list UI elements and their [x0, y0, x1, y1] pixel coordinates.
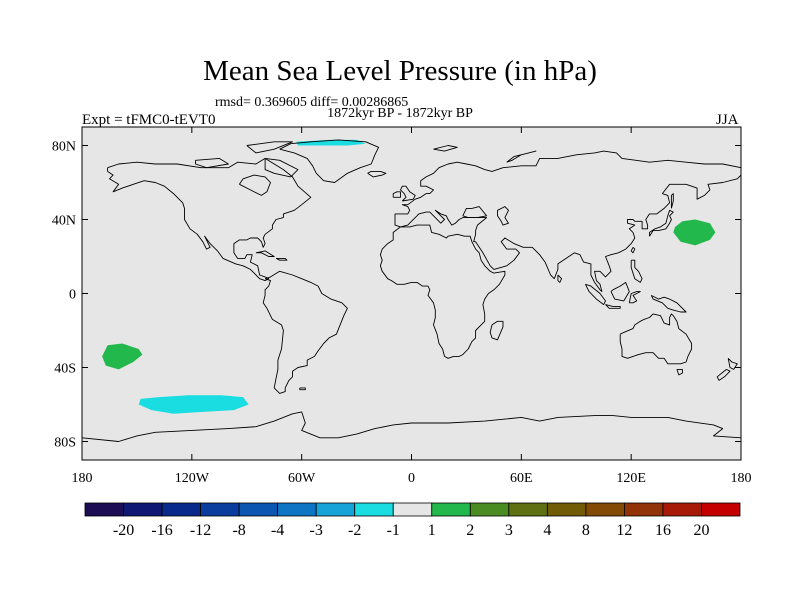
lon-tick-label: 120E — [616, 471, 646, 486]
colorbar-swatch — [123, 502, 163, 517]
coastline-taiwan — [630, 246, 636, 254]
coastline-great-britain — [400, 185, 416, 202]
axis-ticks: 80N 40N 0 40S 80S 180 120W 60W 0 60E 120E 180 — [52, 127, 752, 486]
colorbar-swatch — [392, 502, 433, 517]
colorbar-label: -8 — [232, 522, 245, 539]
coastline-svalbard — [433, 145, 458, 152]
colorbar-label: 8 — [582, 522, 590, 539]
lon-tick-label: 60E — [510, 471, 533, 486]
colorbar-swatch — [508, 502, 548, 517]
lon-tick-label: 0 — [408, 471, 415, 486]
coastline-new-guinea — [650, 294, 687, 313]
colorbar-swatch — [238, 502, 279, 517]
coastline-sumatra — [584, 283, 606, 306]
colorbar-label: -12 — [190, 522, 211, 539]
coastline-madagascar — [489, 320, 504, 341]
colorbar-label: -16 — [151, 522, 172, 539]
coastline-new-zealand-south — [716, 368, 731, 381]
coastline-hispaniola — [275, 257, 288, 261]
colorbar-swatch — [315, 502, 356, 517]
colorbar-swatch — [84, 502, 124, 517]
lat-tick-label: 0 — [69, 288, 76, 303]
coastline-caspian-sea — [497, 206, 509, 226]
coastline-australia — [619, 313, 693, 365]
chart-title: Mean Sea Level Pressure (in hPa) — [203, 55, 597, 87]
coastline-africa — [379, 224, 506, 359]
coastline-ireland — [392, 191, 401, 198]
colorbar-label: 2 — [466, 522, 474, 539]
colorbar-swatch — [200, 502, 240, 517]
colorbar-label: 16 — [655, 522, 671, 539]
lon-tick-label: 180 — [72, 471, 93, 486]
colorbar-swatch — [624, 502, 664, 517]
colorbar-label: 3 — [505, 522, 513, 539]
colorbar-swatch — [431, 502, 471, 517]
colorbar-swatch — [277, 502, 317, 517]
coastline-java — [605, 304, 621, 309]
lon-tick-label: 120W — [175, 471, 210, 486]
coastline-falklands — [299, 387, 306, 391]
anomaly-layer — [102, 139, 716, 414]
coastline-novaya-zemlya — [506, 150, 537, 163]
coastline-north-america — [107, 157, 312, 282]
colorbar-label: -3 — [310, 522, 323, 539]
colorbar-label: 12 — [616, 522, 632, 539]
coastline-greenland — [279, 139, 380, 183]
colorbar-swatch — [354, 502, 394, 517]
anomaly-north-pacific-positive — [673, 219, 716, 246]
colorbar-swatch — [161, 502, 201, 517]
anomaly-southern-ocean-negative — [138, 395, 249, 414]
lon-tick-label: 60W — [288, 471, 316, 486]
stats-subtitle: rmsd= 0.369605 diff= 0.00286865 — [215, 95, 409, 110]
lat-tick-label: 80N — [52, 140, 76, 155]
colorbar-swatch — [662, 502, 702, 517]
coastline-baffin-island — [264, 157, 299, 178]
coastline-antarctica — [81, 411, 742, 442]
colorbar-label: 4 — [543, 522, 551, 539]
colorbar-swatch — [546, 502, 587, 517]
coastline-iceland — [367, 170, 387, 178]
colorbar-swatch — [701, 502, 741, 517]
colorbar: -20 -16 -12 -8 -4 -3 -2 -1 1 2 3 4 8 12 16 20 — [84, 502, 741, 539]
colorbar-label: 20 — [693, 522, 709, 539]
coastline-victoria-island — [195, 157, 229, 169]
coastline-sri-lanka — [557, 274, 563, 283]
coastline-black-sea — [462, 206, 488, 219]
coastline-south-america — [262, 270, 348, 394]
coastline-cuba — [255, 250, 275, 257]
colorbar-label: -1 — [387, 522, 400, 539]
coastline-sulawesi — [628, 291, 641, 304]
coastline-layer — [81, 139, 742, 442]
coastline-borneo — [610, 281, 630, 302]
colorbar-label: 1 — [428, 522, 436, 539]
colorbar-swatch — [585, 502, 625, 517]
colorbar-label: -2 — [348, 522, 361, 539]
period-subtitle: 1872kyr BP - 1872kyr BP — [327, 106, 473, 121]
coastline-japan — [649, 209, 674, 237]
experiment-label: Expt = tFMC0-tEVT0 — [82, 112, 216, 128]
coastline-sakhalin — [670, 193, 674, 209]
anomaly-south-pacific-positive — [102, 343, 143, 370]
coastline-hudson-bay — [239, 174, 271, 196]
lon-tick-label: 180 — [731, 471, 752, 486]
coastline-ellesmere-island — [246, 141, 293, 154]
coastline-tasmania — [676, 368, 683, 376]
colorbar-label: -20 — [113, 522, 134, 539]
coastline-philippines — [630, 259, 643, 283]
coastline-new-zealand-north — [727, 357, 738, 370]
colorbar-swatch — [469, 502, 510, 517]
lat-tick-label: 40N — [52, 214, 76, 229]
lat-tick-label: 80S — [54, 436, 76, 451]
colorbar-label: -4 — [271, 522, 284, 539]
lat-tick-label: 40S — [54, 362, 76, 377]
season-label: JJA — [716, 112, 739, 128]
